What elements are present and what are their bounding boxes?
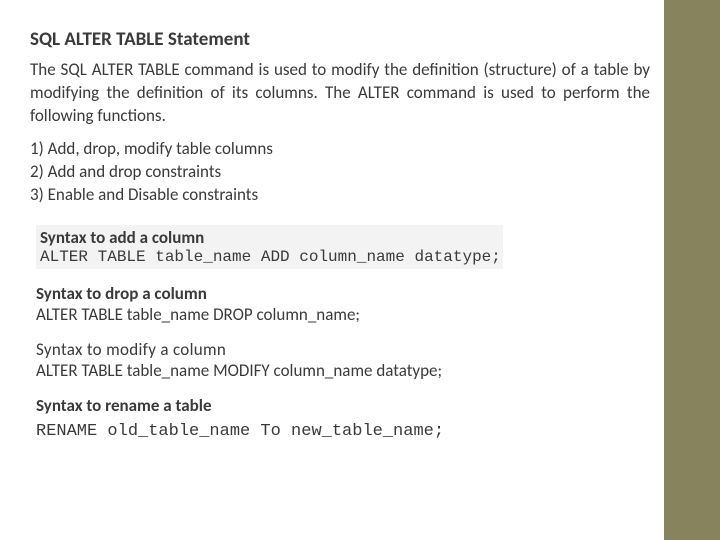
syntax-drop-column: Syntax to drop a column ALTER TABLE tabl… xyxy=(30,283,650,325)
list-item: 1) Add, drop, modify table columns xyxy=(30,138,650,161)
decorative-sidebar xyxy=(664,0,720,540)
syntax-rename-table: Syntax to rename a table RENAME old_tabl… xyxy=(30,395,650,441)
intro-paragraph: The SQL ALTER TABLE command is used to m… xyxy=(30,59,650,128)
code-line: RENAME old_table_name To new_table_name; xyxy=(36,422,650,441)
syntax-modify-column: Syntax to modify a column ALTER TABLE ta… xyxy=(30,339,650,381)
section-heading: Syntax to add a column xyxy=(40,227,501,248)
code-line: ALTER TABLE table_name ADD column_name d… xyxy=(40,248,501,266)
section-heading: Syntax to drop a column xyxy=(36,283,650,304)
list-item: 3) Enable and Disable constraints xyxy=(30,184,650,207)
highlighted-block: Syntax to add a column ALTER TABLE table… xyxy=(36,225,503,269)
section-heading: Syntax to rename a table xyxy=(36,395,650,416)
section-heading: Syntax to modify a column xyxy=(36,339,650,360)
code-line: ALTER TABLE table_name MODIFY column_nam… xyxy=(36,360,650,381)
page-title: SQL ALTER TABLE Statement xyxy=(30,28,650,51)
list-item: 2) Add and drop constraints xyxy=(30,161,650,184)
functions-list: 1) Add, drop, modify table columns 2) Ad… xyxy=(30,138,650,207)
code-line: ALTER TABLE table_name DROP column_name; xyxy=(36,304,650,325)
slide: SQL ALTER TABLE Statement The SQL ALTER … xyxy=(0,0,720,540)
syntax-add-column: Syntax to add a column ALTER TABLE table… xyxy=(30,225,650,269)
